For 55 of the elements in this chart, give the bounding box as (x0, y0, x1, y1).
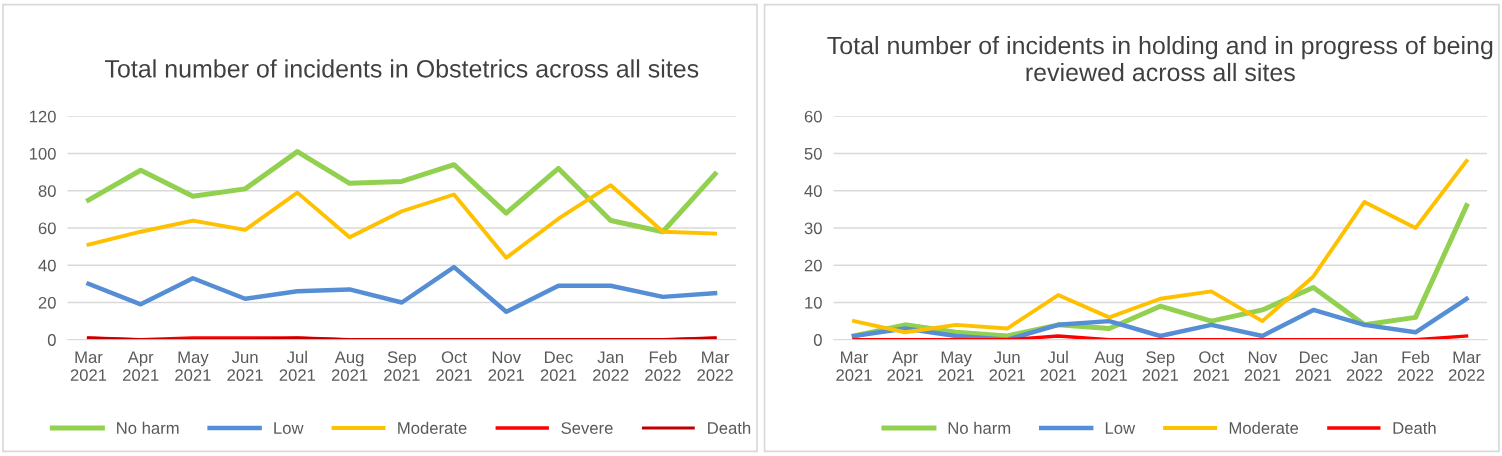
x-tick-label: Mar 2022 (697, 351, 733, 382)
x-tick-label: Jul 2021 (1040, 350, 1076, 382)
legend-label: Death (1393, 421, 1436, 434)
chart-title: Total number of incidents in holding and in progress of being reviewed across all sites (827, 35, 1493, 82)
y-tick-label: 50 (804, 147, 822, 160)
x-tick-label: Mar 2021 (70, 351, 107, 382)
line-series (86, 183, 718, 260)
x-tick-label: Oct 2021 (436, 351, 472, 382)
y-tick-label: 20 (38, 296, 56, 309)
y-tick-label: 100 (29, 147, 56, 160)
x-tick-label: Nov 2021 (1244, 351, 1281, 382)
y-tick-label: 0 (813, 334, 822, 346)
x-tick-label: Jan 2022 (592, 351, 629, 382)
x-tick-label: Feb 2022 (1397, 350, 1434, 382)
y-tick-label: 20 (804, 259, 822, 272)
legend-label: No harm (117, 421, 179, 434)
y-tick-label: 120 (29, 110, 56, 123)
x-tick-label: Mar 2022 (1448, 351, 1485, 382)
y-tick-label: 0 (47, 334, 56, 346)
y-tick-label: 80 (38, 185, 56, 197)
legend-label: Severe (561, 422, 613, 434)
y-tick-label: 60 (38, 222, 56, 235)
x-tick-label: May 2021 (175, 351, 211, 382)
x-tick-label: Apr 2021 (123, 351, 159, 382)
x-tick-label: Jun 2021 (227, 351, 263, 382)
x-tick-label: Sep 2021 (1142, 351, 1179, 382)
line-series (852, 159, 1469, 335)
x-tick-label: Nov 2021 (488, 351, 524, 382)
x-tick-label: Sep 2021 (384, 351, 420, 382)
x-tick-label: May 2021 (938, 351, 974, 382)
line-series (851, 296, 1469, 340)
y-tick-label: 30 (804, 222, 822, 235)
x-tick-label: Jan 2022 (1346, 351, 1383, 382)
x-tick-label: Apr 2021 (887, 351, 923, 382)
legend-label: Low (1105, 422, 1136, 434)
legend-label: Death (708, 421, 751, 434)
x-tick-label: Aug 2021 (331, 351, 368, 382)
y-tick-label: 10 (805, 296, 822, 309)
legend-label: Low (274, 422, 304, 434)
x-tick-label: Dec 2021 (1295, 351, 1332, 382)
y-tick-label: 40 (804, 185, 822, 197)
x-tick-label: Dec 2021 (540, 351, 577, 382)
x-tick-label: Oct 2021 (1193, 351, 1230, 382)
x-tick-label: Jul 2021 (279, 350, 316, 382)
x-tick-label: Aug 2021 (1091, 351, 1127, 382)
x-tick-label: Jun 2021 (989, 351, 1025, 382)
x-tick-label: Mar 2021 (836, 351, 872, 382)
legend-label: No harm (948, 421, 1011, 434)
x-tick-label: Feb 2022 (645, 350, 681, 382)
legend-label: Moderate (398, 421, 467, 434)
chart-title: Total number of incidents in Obstetrics across all sites (105, 59, 699, 78)
legend-label: Moderate (1229, 421, 1299, 434)
y-tick-label: 40 (38, 259, 56, 272)
line-series (86, 264, 718, 315)
y-tick-label: 60 (804, 110, 822, 123)
